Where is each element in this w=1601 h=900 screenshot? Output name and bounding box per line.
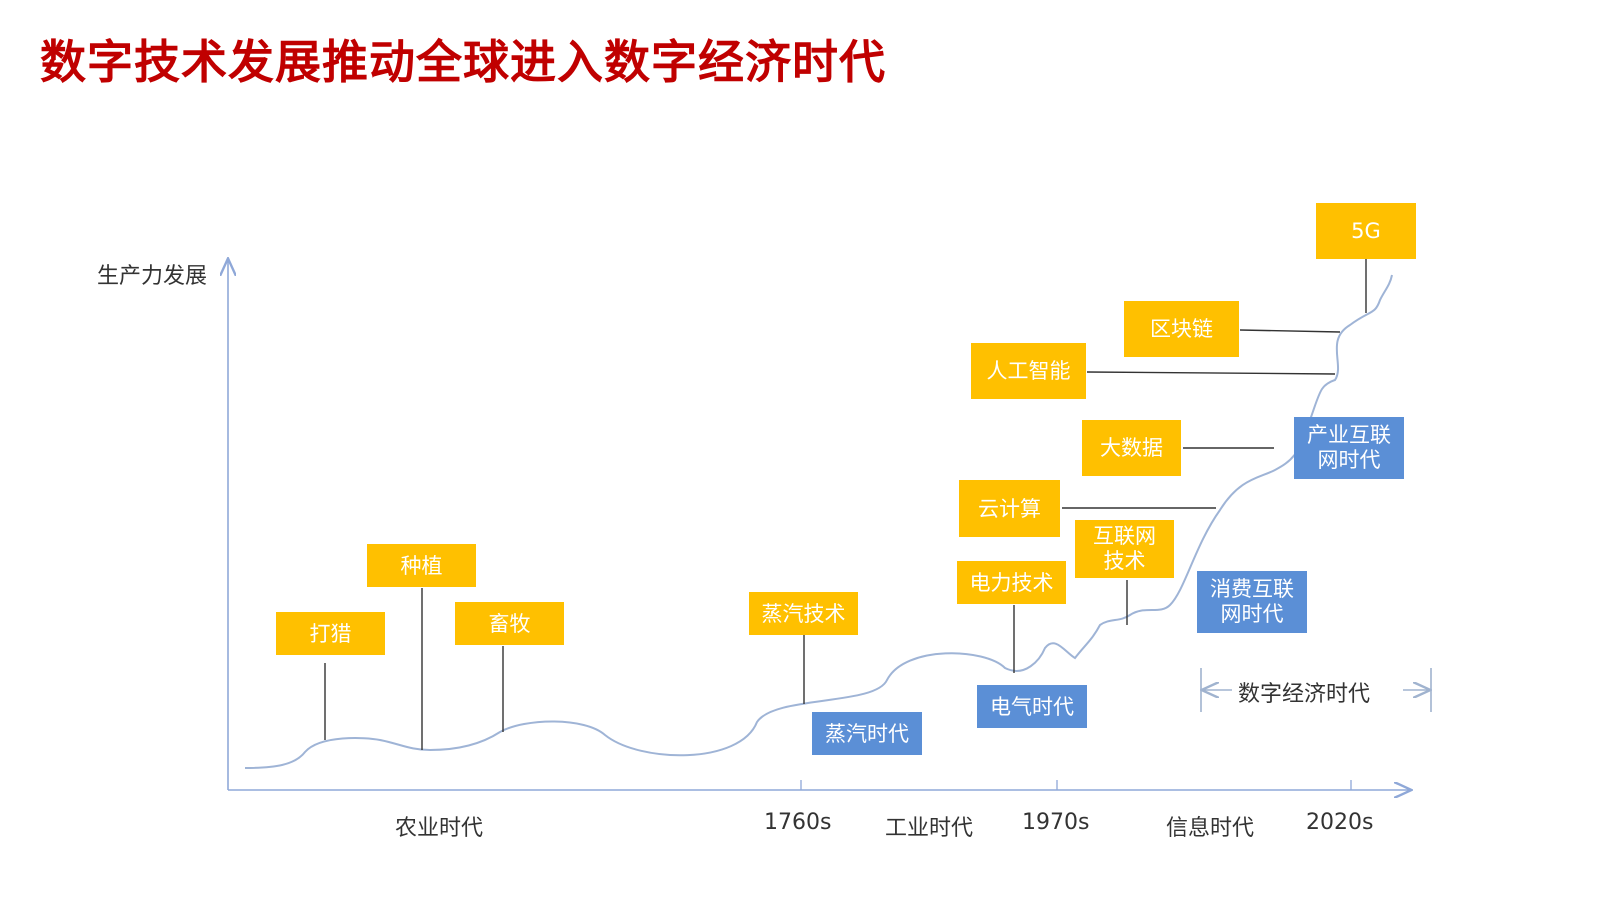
tech-box-bigdata: 大数据 [1082, 420, 1181, 476]
y-axis-label: 生产力发展 [97, 264, 208, 289]
tech-box-ai: 人工智能 [971, 343, 1086, 399]
era-box-consumer-internet: 消费互联网时代 [1197, 571, 1307, 633]
page-title: 数字技术发展推动全球进入数字经济时代 [40, 35, 886, 89]
tech-box-internet: 互联网技术 [1075, 520, 1174, 578]
leader-blockchain [1239, 329, 1341, 333]
leader-lines [324, 258, 1367, 750]
year-label-1970s: 1970s [1022, 810, 1090, 835]
tech-box-blockchain: 区块链 [1124, 301, 1239, 357]
era-box-steam: 蒸汽时代 [812, 712, 922, 755]
digital-economy-span-label: 数字经济时代 [1238, 682, 1371, 707]
leader-ai [1086, 371, 1336, 375]
tech-box-steam: 蒸汽技术 [749, 592, 858, 635]
tech-box-herding: 畜牧 [455, 602, 564, 645]
tech-box-5g: 5G [1316, 203, 1416, 259]
era-box-electric: 电气时代 [977, 685, 1087, 728]
era-label-industrial: 工业时代 [885, 816, 974, 841]
productivity-curve [244, 274, 1393, 769]
tech-box-hunting: 打猎 [276, 612, 385, 655]
year-label-2020s: 2020s [1306, 810, 1374, 835]
tech-box-electric: 电力技术 [957, 561, 1066, 604]
era-label-information: 信息时代 [1166, 816, 1255, 841]
era-label-agricultural: 农业时代 [395, 816, 484, 841]
tech-box-cloud: 云计算 [959, 480, 1060, 537]
tech-box-planting: 种植 [367, 544, 476, 587]
era-box-industrial-internet: 产业互联网时代 [1294, 417, 1404, 479]
year-label-1760s: 1760s [764, 810, 832, 835]
